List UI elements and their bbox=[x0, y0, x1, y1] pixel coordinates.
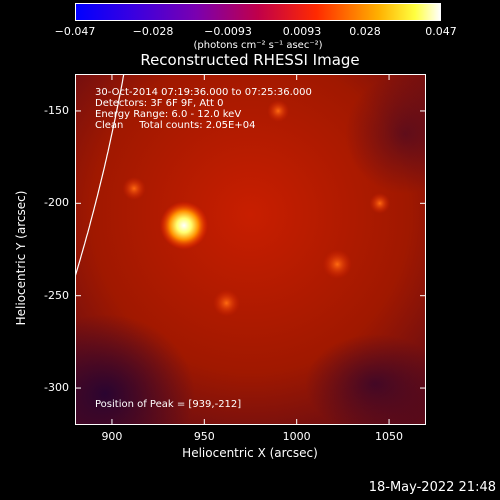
dark-region bbox=[75, 314, 195, 425]
x-tick-label: 950 bbox=[193, 430, 215, 443]
y-tick-label: -300 bbox=[44, 381, 69, 395]
colorbar bbox=[75, 3, 441, 21]
emission-source bbox=[369, 192, 391, 214]
plot-area bbox=[75, 74, 426, 425]
annotation-peak-position: Position of Peak = [939,-212] bbox=[95, 399, 242, 410]
colorbar-tick-label: 0.047 bbox=[425, 25, 457, 38]
colorbar-tick-label: −0.047 bbox=[54, 25, 96, 38]
y-axis-label: Heliocentric Y (arcsec) bbox=[14, 190, 28, 326]
y-tick-label: -150 bbox=[44, 103, 69, 117]
emission-source bbox=[267, 99, 290, 122]
annotation-energy-range: Energy Range: 6.0 - 12.0 keV bbox=[95, 109, 242, 120]
colorbar-tick-label: 0.028 bbox=[349, 25, 381, 38]
dark-region bbox=[305, 334, 426, 425]
y-tick-label: -200 bbox=[44, 196, 69, 210]
emission-source bbox=[122, 176, 146, 201]
emission-source bbox=[322, 249, 352, 279]
colorbar-unit-label: (photons cm⁻² s⁻¹ asec⁻²) bbox=[193, 40, 323, 51]
solar-limb-line bbox=[75, 74, 125, 279]
colorbar-tick-label: −0.028 bbox=[132, 25, 174, 38]
plot-frame bbox=[75, 74, 426, 425]
x-tick-label: 1050 bbox=[375, 430, 404, 443]
y-tick-label: -250 bbox=[44, 288, 69, 302]
x-tick-label: 1000 bbox=[282, 430, 311, 443]
plot-timestamp: 18-May-2022 21:48 bbox=[368, 480, 496, 495]
colorbar-tick-label: 0.0093 bbox=[282, 25, 322, 38]
dark-region bbox=[345, 74, 426, 194]
annotation-detectors: Detectors: 3F 6F 9F, Att 0 bbox=[95, 98, 224, 109]
annotation-time-range: 30-Oct-2014 07:19:36.000 to 07:25:36.000 bbox=[95, 87, 312, 98]
colorbar-tick-label: −0.0093 bbox=[204, 25, 252, 38]
annotation-clean-counts: Clean Total counts: 2.05E+04 bbox=[95, 120, 256, 131]
peak-source bbox=[159, 201, 208, 250]
chart-title: Reconstructed RHESSI Image bbox=[140, 51, 360, 69]
x-axis-label: Heliocentric X (arcsec) bbox=[182, 446, 318, 460]
x-tick-label: 900 bbox=[101, 430, 123, 443]
emission-source bbox=[213, 289, 240, 317]
